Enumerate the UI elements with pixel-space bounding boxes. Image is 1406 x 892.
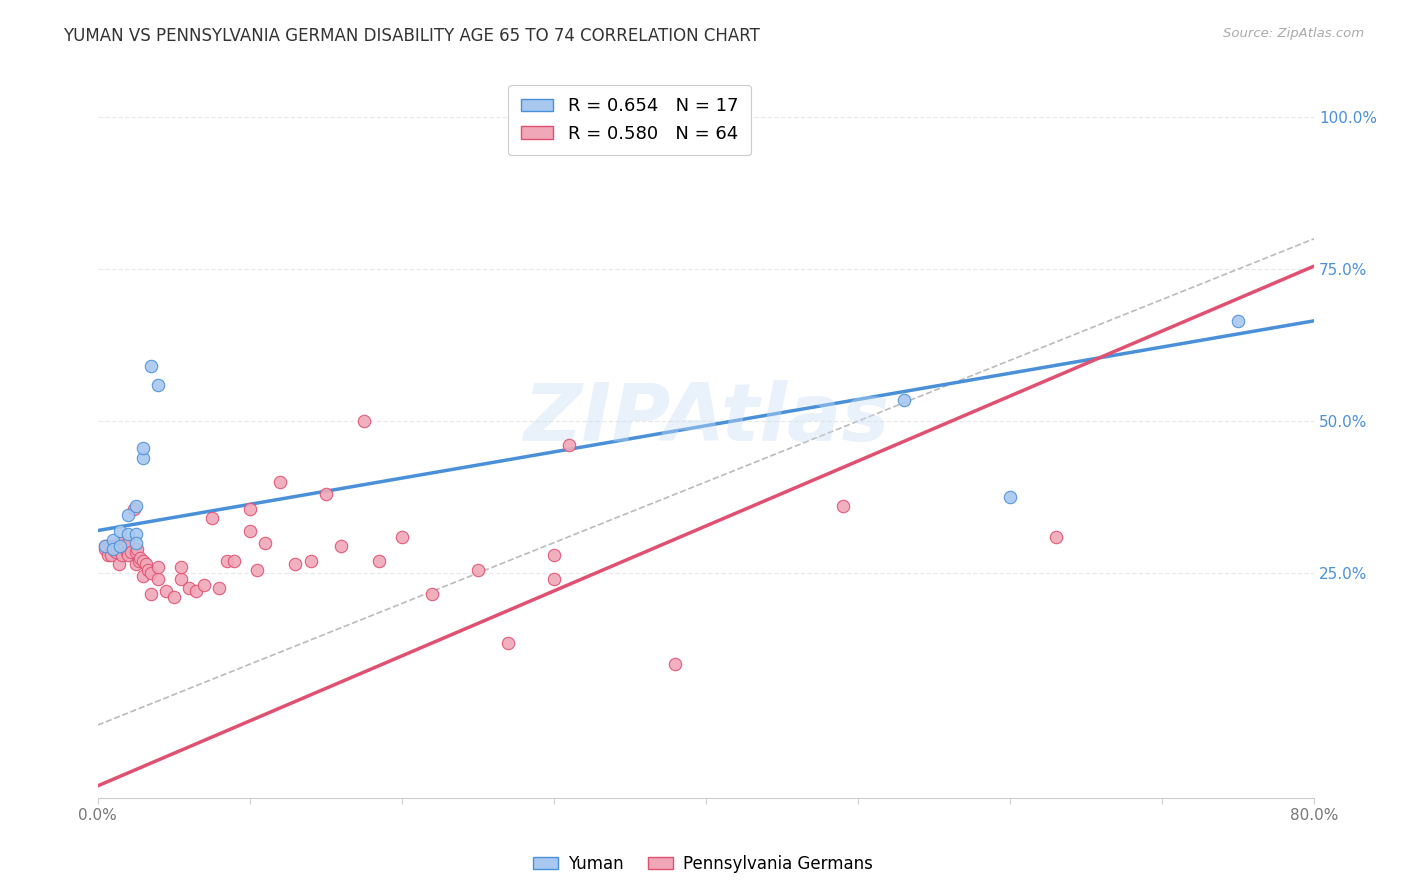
Point [110, 539, 132, 553]
Point [117, 535, 139, 549]
Point [299, 554, 322, 568]
Point [170, 560, 193, 574]
Point [101, 533, 124, 547]
Point [558, 438, 581, 452]
Point [193, 578, 215, 592]
Point [94, 539, 117, 553]
Point [284, 557, 307, 571]
Point [132, 554, 155, 568]
Point [110, 539, 132, 553]
Point [368, 554, 391, 568]
Point [496, 636, 519, 650]
Point [253, 535, 276, 549]
Point [831, 500, 853, 514]
Point [329, 539, 352, 553]
Point [124, 535, 146, 549]
Point [467, 563, 489, 577]
Point [98, 539, 121, 553]
Point [94, 541, 117, 556]
Point [117, 548, 139, 562]
Point [101, 539, 124, 553]
Point [420, 587, 443, 601]
Point [201, 511, 224, 525]
Point [1227, 314, 1250, 328]
Point [117, 526, 139, 541]
Text: YUMAN VS PENNSYLVANIA GERMAN DISABILITY AGE 65 TO 74 CORRELATION CHART: YUMAN VS PENNSYLVANIA GERMAN DISABILITY … [63, 27, 761, 45]
Point [115, 545, 138, 559]
Point [110, 535, 132, 549]
Point [998, 490, 1021, 504]
Point [353, 414, 375, 428]
Point [124, 545, 146, 559]
Point [117, 508, 139, 523]
Point [186, 584, 208, 599]
Text: Source: ZipAtlas.com: Source: ZipAtlas.com [1223, 27, 1364, 40]
Point [315, 487, 337, 501]
Point [148, 560, 170, 574]
Point [114, 539, 136, 553]
Point [391, 530, 413, 544]
Point [97, 548, 120, 562]
Point [101, 541, 124, 556]
Point [111, 548, 134, 562]
Point [246, 563, 269, 577]
Point [664, 657, 686, 672]
Point [100, 548, 122, 562]
Point [543, 572, 565, 586]
Point [170, 572, 193, 586]
Legend: Yuman, Pennsylvania Germans: Yuman, Pennsylvania Germans [526, 848, 880, 880]
Point [101, 541, 124, 556]
Point [132, 569, 155, 583]
Point [148, 572, 170, 586]
Point [108, 557, 131, 571]
Point [215, 554, 238, 568]
Point [208, 582, 231, 596]
Point [127, 541, 149, 556]
Text: ZIPAtlas: ZIPAtlas [523, 380, 889, 458]
Point [136, 563, 159, 577]
Point [124, 500, 146, 514]
Point [120, 545, 142, 559]
Point [104, 545, 127, 559]
Point [177, 582, 200, 596]
Point [239, 502, 262, 516]
Legend: R = 0.654   N = 17, R = 0.580   N = 64: R = 0.654 N = 17, R = 0.580 N = 64 [508, 85, 751, 155]
Point [135, 557, 157, 571]
Point [128, 554, 150, 568]
Point [155, 584, 177, 599]
Point [1045, 530, 1067, 544]
Point [139, 587, 162, 601]
Point [163, 591, 186, 605]
Point [132, 442, 155, 456]
Point [139, 566, 162, 581]
Point [110, 524, 132, 538]
Point [139, 359, 162, 374]
Point [148, 377, 170, 392]
Point [224, 554, 246, 568]
Point [269, 475, 291, 489]
Point [94, 539, 117, 553]
Point [543, 548, 565, 562]
Point [239, 524, 262, 538]
Point [129, 550, 152, 565]
Point [122, 502, 145, 516]
Point [107, 541, 129, 556]
Point [893, 392, 915, 407]
Point [124, 526, 146, 541]
Point [124, 557, 146, 571]
Point [132, 450, 155, 465]
